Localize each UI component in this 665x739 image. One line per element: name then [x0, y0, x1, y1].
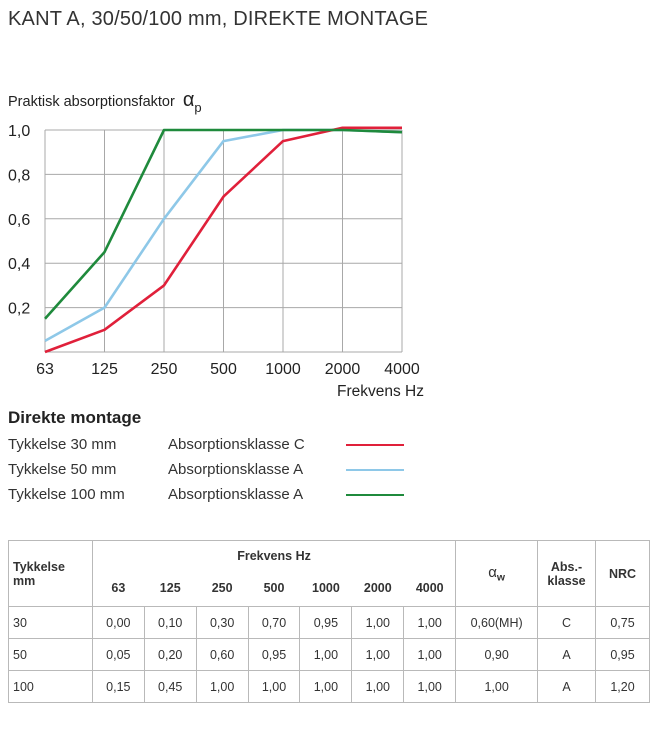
value-cell: 1,00	[351, 638, 405, 671]
absorption-chart: Praktisk absorptionsfaktor αp 1,0 0,8 0,6 0,…	[8, 89, 424, 400]
value-cell: 0,60	[195, 638, 249, 671]
legend-row-50mm: Tykkelse 50 mm Absorptionsklasse A	[8, 457, 428, 482]
nrc-header: NRC	[594, 540, 651, 607]
series-line-2	[44, 128, 403, 320]
abs-class-cell: A	[537, 670, 596, 703]
frequency-header-250: 250	[196, 570, 249, 607]
value-cell: 0,95	[299, 606, 353, 639]
value-cell: 1,00	[299, 638, 353, 671]
value-cell: 1,00	[403, 638, 457, 671]
abs-class-header: Abs.- klasse	[537, 540, 596, 607]
value-cell: 0,10	[143, 606, 197, 639]
legend-class: Absorptionsklasse A	[168, 461, 304, 478]
thickness-header: Tykkelse mm	[8, 540, 93, 607]
thickness-cell: 30	[8, 606, 93, 639]
alpha-symbol: α	[183, 89, 195, 111]
frequency-header-500: 500	[248, 570, 300, 607]
value-cell: 0,45	[143, 670, 197, 703]
value-cell: 1,00	[403, 670, 457, 703]
table-row: 30 0,00 0,10 0,30 0,70 0,95 1,00 1,00 0,60(MH) C 0…	[8, 606, 651, 639]
legend: Direkte montage Tykkelse 30 mm Absorptio…	[8, 408, 428, 507]
value-cell: 0,20	[143, 638, 197, 671]
thickness-cell: 100	[8, 670, 93, 703]
x-tick-label: 1000	[265, 361, 301, 378]
table-row: 100 0,15 0,45 1,00 1,00 1,00 1,00 1,00 1,00 A 1,20	[8, 670, 651, 703]
aw-cell: 0,90	[455, 638, 539, 671]
legend-thickness: Tykkelse 30 mm	[8, 436, 117, 453]
value-cell: 0,15	[91, 670, 145, 703]
value-cell: 1,00	[403, 606, 457, 639]
nrc-cell: 0,95	[594, 638, 651, 671]
frequency-header-2000: 2000	[351, 570, 404, 607]
legend-thickness: Tykkelse 100 mm	[8, 486, 125, 503]
legend-swatch-blue	[346, 468, 404, 471]
x-tick-label: 250	[151, 361, 178, 378]
series-line-0	[44, 126, 402, 354]
y-axis-label: Praktisk absorptionsfaktor αp	[8, 89, 202, 115]
frequency-header-1000: 1000	[299, 570, 352, 607]
alpha-subscript: p	[194, 100, 201, 115]
thickness-header-line2: mm	[13, 573, 36, 588]
x-tick-label: 4000	[384, 361, 420, 378]
frequency-header-63: 63	[92, 570, 145, 607]
legend-class: Absorptionsklasse C	[168, 436, 305, 453]
nrc-cell: 0,75	[594, 606, 651, 639]
value-cell: 0,00	[91, 606, 145, 639]
value-cell: 0,70	[247, 606, 301, 639]
frequency-header-4000: 4000	[403, 570, 456, 607]
aw-cell: 0,60(MH)	[455, 606, 539, 639]
y-tick-label: 0,8	[8, 167, 30, 184]
x-tick-label: 500	[210, 361, 237, 378]
frequency-header-125: 125	[144, 570, 197, 607]
y-tick-label: 0,6	[8, 212, 30, 229]
abs-class-cell: A	[537, 638, 596, 671]
y-tick-label: 1,0	[8, 123, 30, 140]
page-title: KANT A, 30/50/100 mm, DIREKTE MONTAGE	[8, 8, 429, 30]
thickness-header-line1: Tykkelse	[13, 559, 65, 574]
abs-header-line1: Abs.-	[550, 559, 583, 574]
value-cell: 0,95	[247, 638, 301, 671]
nrc-cell: 1,20	[594, 670, 651, 703]
absorption-table: Tykkelse mm Frekvens Hz αw Abs.- klasse …	[8, 540, 651, 703]
abs-class-cell: C	[537, 606, 596, 639]
legend-row-100mm: Tykkelse 100 mm Absorptionsklasse A	[8, 482, 428, 507]
value-cell: 1,00	[195, 670, 249, 703]
legend-swatch-green	[346, 493, 404, 496]
value-cell: 1,00	[351, 670, 405, 703]
legend-row-30mm: Tykkelse 30 mm Absorptionsklasse C	[8, 432, 428, 457]
y-tick-label: 0,2	[8, 301, 30, 318]
x-axis-label: Frekvens Hz	[337, 383, 424, 400]
legend-thickness: Tykkelse 50 mm	[8, 461, 117, 478]
alpha-symbol: α	[488, 563, 497, 581]
legend-class: Absorptionsklasse A	[168, 486, 304, 503]
aw-header: αw	[455, 540, 539, 607]
frequency-group-header: Frekvens Hz	[91, 540, 457, 571]
value-cell: 0,05	[91, 638, 145, 671]
x-tick-label: 2000	[325, 361, 361, 378]
legend-heading: Direkte montage	[8, 408, 142, 427]
value-cell: 1,00	[247, 670, 301, 703]
aw-cell: 1,00	[455, 670, 539, 703]
table-row: 50 0,05 0,20 0,60 0,95 1,00 1,00 1,00 0,90 A 0,95	[8, 638, 651, 671]
legend-swatch-red	[346, 443, 404, 446]
x-tick-label: 63	[36, 361, 54, 378]
value-cell: 1,00	[351, 606, 405, 639]
value-cell: 0,30	[195, 606, 249, 639]
abs-header-line2: klasse	[547, 573, 586, 588]
x-tick-label: 125	[91, 361, 118, 378]
y-tick-label: 0,4	[8, 256, 30, 273]
thickness-cell: 50	[8, 638, 93, 671]
aw-subscript: w	[496, 572, 505, 584]
value-cell: 1,00	[299, 670, 353, 703]
